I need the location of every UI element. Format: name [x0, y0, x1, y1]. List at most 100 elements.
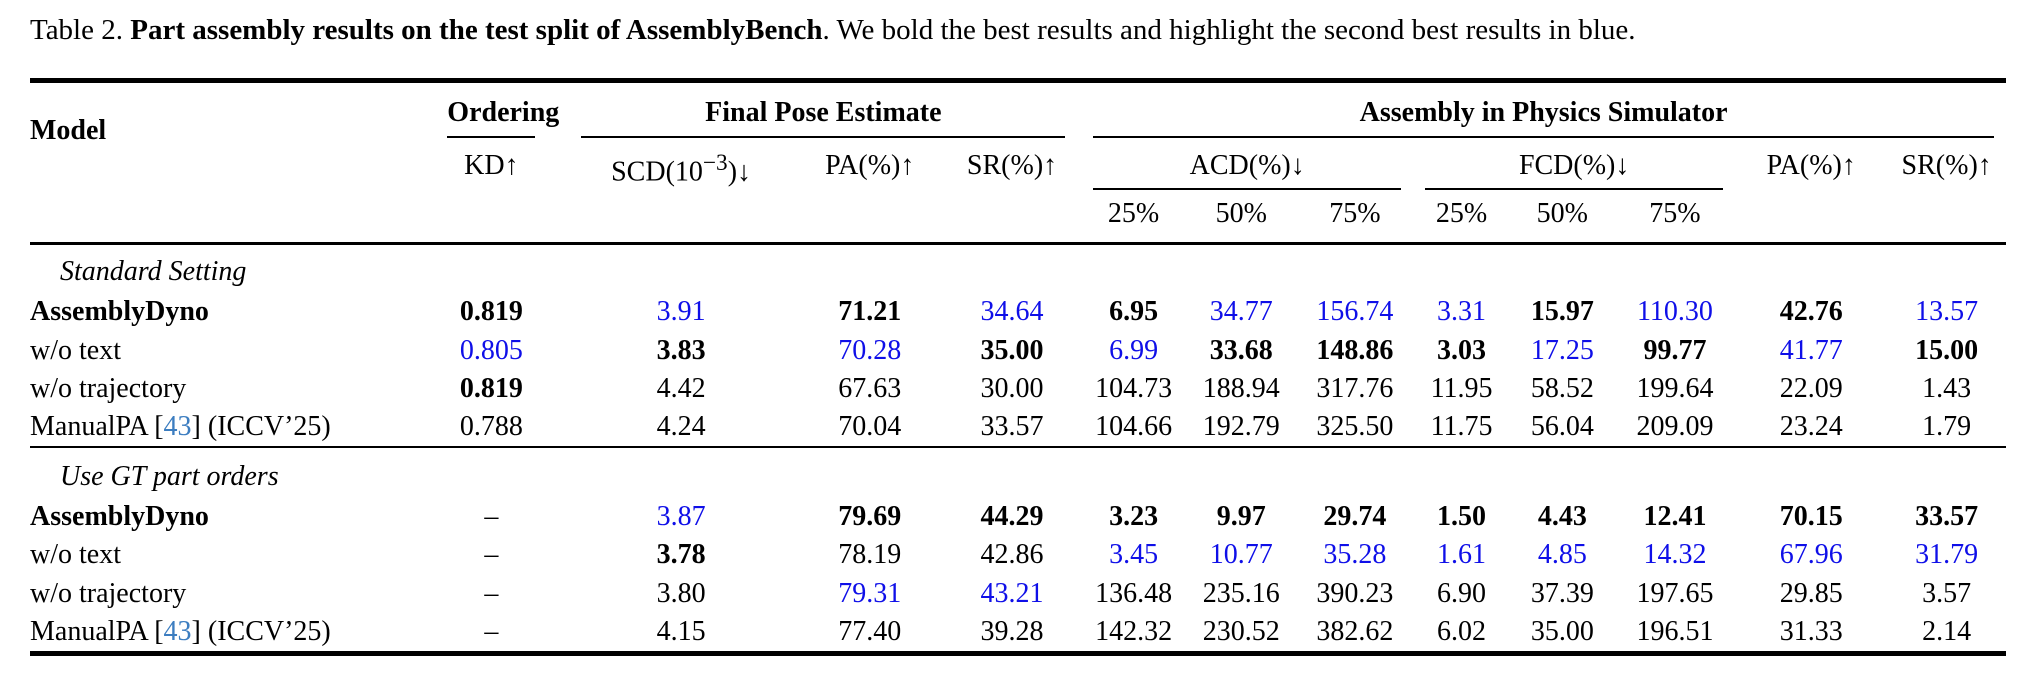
value-cell: 3.23: [1109, 501, 1159, 533]
value-cell: 37.39: [1530, 577, 1594, 609]
caption-label: Table 2.: [30, 14, 131, 46]
value-cell: 58.52: [1530, 372, 1594, 404]
table-row: ManualPA [43] (ICCV’25) 0.788 4.24 70.04 33.…: [30, 408, 2006, 447]
value-cell: 1.61: [1437, 539, 1487, 571]
table-row: w/o trajectory – 3.80 79.31 43.21 136.48 235.1…: [30, 575, 2006, 613]
value-cell: 30.00: [980, 372, 1044, 404]
value-cell: 78.19: [838, 539, 902, 571]
value-cell: 0.819: [459, 372, 523, 404]
value-cell: 70.15: [1779, 501, 1843, 533]
value-cell: 0.788: [459, 410, 523, 442]
model-name: AssemblyDyno: [30, 293, 417, 331]
column-header-fcd-50: 50%: [1536, 198, 1588, 230]
column-header-acd-25: 25%: [1107, 198, 1160, 230]
column-header-pa-pose: PA(%)↑: [825, 150, 915, 182]
model-name-text: ManualPA [: [30, 615, 164, 647]
value-cell: 192.79: [1202, 410, 1280, 442]
column-header-scd: SCD(10−3)↓: [611, 150, 752, 188]
column-header-pa-sim: PA(%)↑: [1766, 150, 1856, 182]
column-group-ordering: Ordering: [417, 81, 565, 139]
value-cell: 33.57: [1915, 501, 1979, 533]
value-cell: 3.87: [656, 501, 706, 533]
value-cell: 15.97: [1530, 296, 1594, 328]
citation-link[interactable]: 43: [163, 410, 192, 442]
value-cell: 156.74: [1316, 296, 1394, 328]
value-cell: 11.95: [1430, 372, 1493, 404]
value-cell: 317.76: [1316, 372, 1394, 404]
value-cell: 99.77: [1643, 334, 1707, 366]
model-name: w/o text: [30, 536, 417, 574]
value-cell: 136.48: [1095, 577, 1173, 609]
value-cell: 35.00: [980, 334, 1044, 366]
column-header-acd-75: 75%: [1329, 198, 1381, 230]
results-table: Model Ordering Final Pose Estimate Assem…: [30, 78, 2006, 656]
value-cell: 42.76: [1779, 296, 1843, 328]
value-cell: 2.14: [1922, 615, 1972, 647]
value-cell: 235.16: [1202, 577, 1280, 609]
table-row: AssemblyDyno – 3.87 79.69 44.29 3.23 9.97 29.74…: [30, 498, 2006, 536]
value-cell: –: [484, 501, 499, 533]
value-cell: 0.819: [459, 296, 523, 328]
value-cell: 6.90: [1437, 577, 1487, 609]
value-cell: 148.86: [1316, 334, 1394, 366]
value-cell: 35.28: [1323, 539, 1387, 571]
value-cell: 196.51: [1636, 615, 1714, 647]
value-cell: 3.57: [1922, 577, 1972, 609]
value-cell: 0.805: [459, 334, 523, 366]
column-header-fcd-75: 75%: [1649, 198, 1701, 230]
value-cell: 104.73: [1095, 372, 1173, 404]
value-cell: 3.31: [1437, 296, 1487, 328]
model-name: w/o text: [30, 332, 417, 370]
model-name: AssemblyDyno: [30, 498, 417, 536]
value-cell: 23.24: [1779, 410, 1843, 442]
value-cell: 22.09: [1779, 372, 1843, 404]
value-cell: 12.41: [1643, 501, 1707, 533]
table-row: w/o text – 3.78 78.19 42.86 3.45 10.77 35.28 1.6…: [30, 536, 2006, 574]
table-header: Model Ordering Final Pose Estimate Assem…: [30, 81, 2006, 244]
value-cell: 9.97: [1216, 501, 1266, 533]
model-name-text: w/o text: [30, 539, 121, 571]
column-header-acd: ACD(%)↓: [1081, 138, 1413, 191]
model-name-text: ManualPA [: [30, 410, 164, 442]
value-cell: 230.52: [1202, 615, 1280, 647]
value-cell: 31.79: [1915, 539, 1979, 571]
model-name: w/o trajectory: [30, 370, 417, 408]
value-cell: 39.28: [980, 615, 1044, 647]
value-cell: 110.30: [1636, 296, 1713, 328]
value-cell: 10.77: [1209, 539, 1273, 571]
model-name-text: w/o trajectory: [30, 372, 187, 404]
value-cell: 6.95: [1109, 296, 1159, 328]
section-title-row: Use GT part orders: [30, 446, 2006, 499]
value-cell: 199.64: [1636, 372, 1714, 404]
value-cell: 35.00: [1530, 615, 1594, 647]
column-header-sr-pose: SR(%)↑: [966, 150, 1058, 182]
value-cell: 13.57: [1915, 296, 1979, 328]
value-cell: 209.09: [1636, 410, 1714, 442]
value-cell: 79.31: [838, 577, 902, 609]
value-cell: 3.03: [1437, 334, 1487, 366]
caption-text: . We bold the best results and highlight…: [822, 14, 1636, 46]
table-caption: Table 2. Part assembly results on the te…: [30, 12, 2006, 48]
value-cell: 3.78: [656, 539, 706, 571]
column-header-fcd-25: 25%: [1435, 198, 1488, 230]
value-cell: 31.33: [1779, 615, 1843, 647]
value-cell: 390.23: [1316, 577, 1394, 609]
value-cell: 1.43: [1922, 372, 1972, 404]
section-title-row: Standard Setting: [30, 242, 2006, 294]
scd-exponent: −3: [702, 150, 728, 177]
value-cell: 142.32: [1095, 615, 1173, 647]
value-cell: 4.85: [1537, 539, 1587, 571]
value-cell: 3.45: [1109, 539, 1159, 571]
table-row: AssemblyDyno 0.819 3.91 71.21 34.64 6.95 34.77…: [30, 293, 2006, 331]
value-cell: 17.25: [1530, 334, 1594, 366]
value-cell: 104.66: [1095, 410, 1173, 442]
citation-link[interactable]: 43: [163, 615, 192, 647]
value-cell: 4.43: [1537, 501, 1587, 533]
model-name: ManualPA [43] (ICCV’25): [30, 613, 417, 654]
column-group-final-pose-estimate: Final Pose Estimate: [565, 81, 1081, 139]
value-cell: 29.74: [1323, 501, 1387, 533]
value-cell: 41.77: [1779, 334, 1843, 366]
value-cell: 70.28: [838, 334, 902, 366]
header-percentile-row: 25% 50% 75% 25% 50% 75%: [30, 190, 2006, 244]
